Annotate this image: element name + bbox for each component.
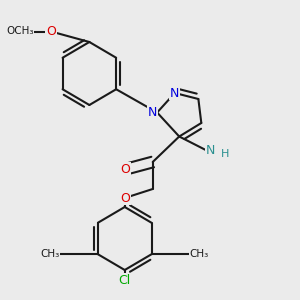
Text: H: H [220, 148, 229, 159]
Text: CH₃: CH₃ [40, 249, 60, 259]
Text: N: N [206, 143, 215, 157]
Text: O: O [120, 163, 130, 176]
Text: CH₃: CH₃ [190, 249, 209, 259]
Text: O: O [120, 191, 130, 205]
Text: Cl: Cl [118, 274, 131, 287]
Text: O: O [46, 25, 56, 38]
Text: N: N [148, 106, 157, 119]
Text: N: N [170, 86, 179, 100]
Text: OCH₃: OCH₃ [6, 26, 33, 37]
